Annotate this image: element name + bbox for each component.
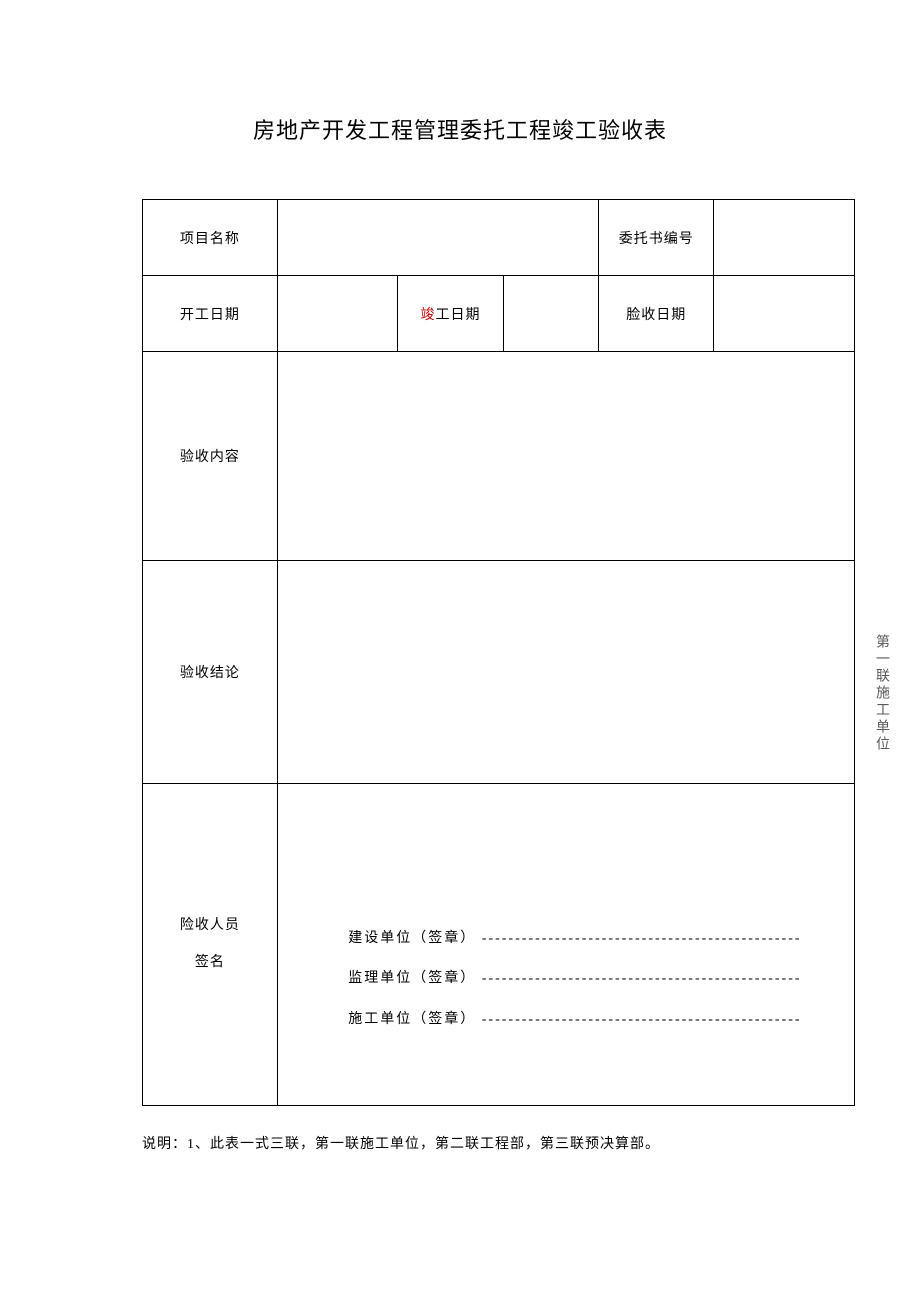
signature-builder: 建设单位（签章） -------------------------------… <box>296 919 854 960</box>
signature-cell: 建设单位（签章） -------------------------------… <box>277 784 854 1106</box>
label-complete-date: 竣工日期 <box>397 276 504 352</box>
signature-block: 建设单位（签章） -------------------------------… <box>296 919 854 1041</box>
label-accept-conclusion: 验收结论 <box>143 561 278 784</box>
label-entrust-no: 委托书编号 <box>599 200 714 276</box>
label-project-name: 项目名称 <box>143 200 278 276</box>
table-row: 验收内容 <box>143 352 855 561</box>
complete-date-rest: 工日期 <box>436 308 481 323</box>
side-label: 第一联施工单位 <box>871 634 891 753</box>
value-complete-date <box>504 276 599 352</box>
label-accept-content: 验收内容 <box>143 352 278 561</box>
value-entrust-no <box>714 200 855 276</box>
table-row: 险收人员 签名 建设单位（签章） -----------------------… <box>143 784 855 1106</box>
label-accept-date: 脸收日期 <box>599 276 714 352</box>
table-row: 项目名称 委托书编号 <box>143 200 855 276</box>
accept-person-line2: 签名 <box>143 945 277 981</box>
red-char: 竣 <box>421 308 436 323</box>
value-project-name <box>277 200 599 276</box>
footnote: 说明：1、此表一式三联，第一联施工单位，第二联工程部，第三联预决算部。 <box>142 1133 660 1153</box>
value-start-date <box>277 276 397 352</box>
signature-supervisor: 监理单位（签章） -------------------------------… <box>296 959 854 1000</box>
value-accept-content <box>277 352 854 561</box>
label-start-date: 开工日期 <box>143 276 278 352</box>
table-row: 开工日期 竣工日期 脸收日期 <box>143 276 855 352</box>
signature-constructor: 施工单位（签章） -------------------------------… <box>296 1000 854 1041</box>
accept-person-line1: 险收人员 <box>143 908 277 944</box>
table-row: 验收结论 <box>143 561 855 784</box>
label-accept-person: 险收人员 签名 <box>143 784 278 1106</box>
page-title: 房地产开发工程管理委托工程竣工验收表 <box>0 0 920 145</box>
value-accept-conclusion <box>277 561 854 784</box>
value-accept-date <box>714 276 855 352</box>
acceptance-table: 项目名称 委托书编号 开工日期 竣工日期 脸收日期 验收内容 验收结论 险收人员… <box>142 199 855 1106</box>
